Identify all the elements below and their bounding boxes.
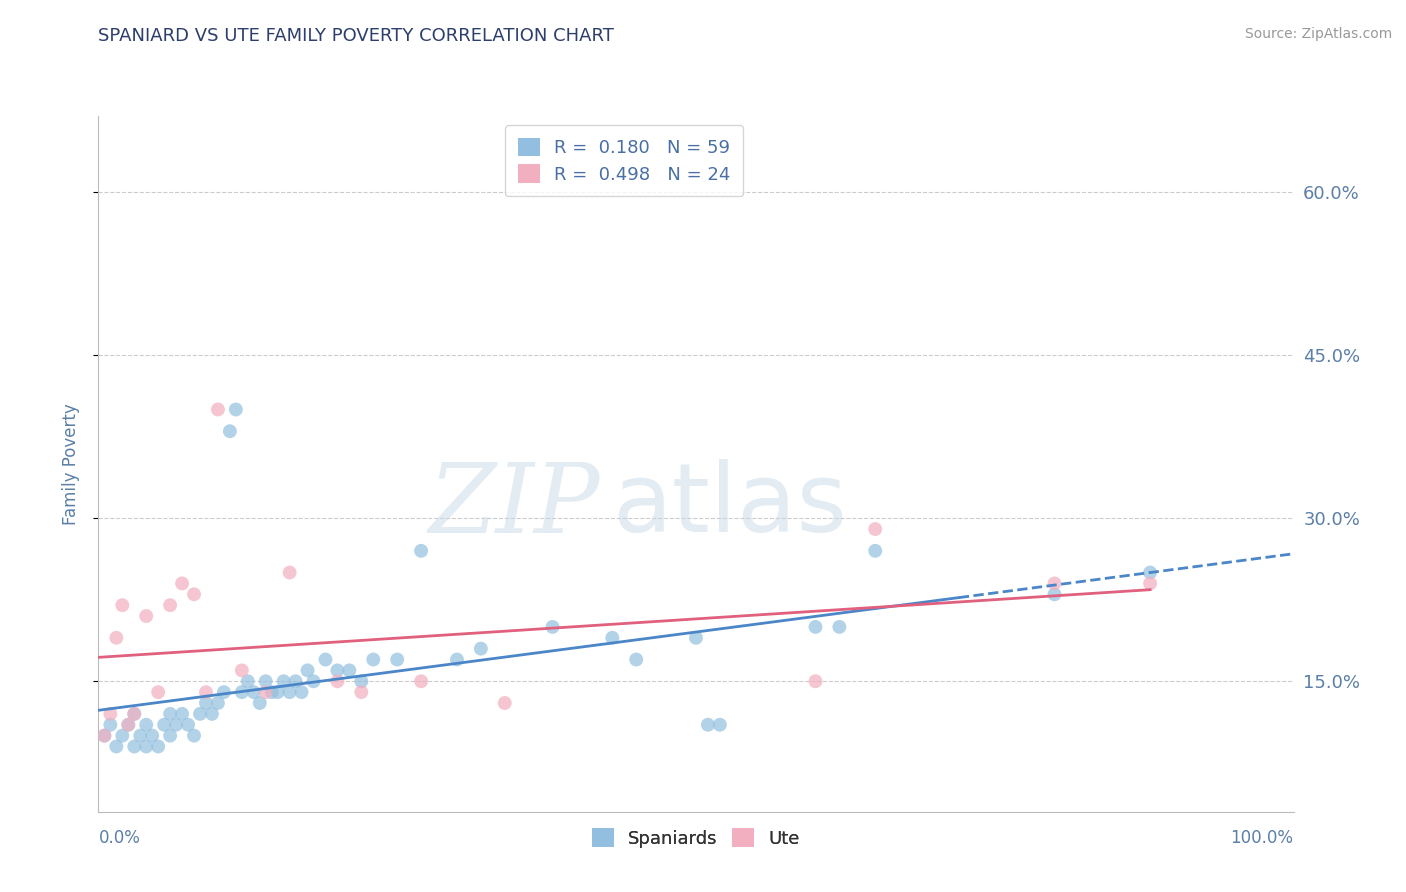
- Text: ZIP: ZIP: [429, 458, 600, 552]
- Text: atlas: atlas: [613, 459, 848, 552]
- Point: [135, 717, 157, 731]
- Point: [225, 402, 247, 417]
- Point: [243, 685, 266, 699]
- Legend: Spaniards, Ute: Spaniards, Ute: [585, 821, 807, 855]
- Point: [278, 566, 301, 580]
- Y-axis label: Family Poverty: Family Poverty: [62, 403, 80, 524]
- Point: [111, 598, 134, 612]
- Point: [260, 685, 283, 699]
- Point: [709, 717, 731, 731]
- Point: [105, 739, 128, 754]
- Point: [124, 706, 146, 721]
- Point: [105, 631, 128, 645]
- Point: [111, 729, 134, 743]
- Point: [326, 674, 349, 689]
- Point: [231, 664, 253, 678]
- Point: [177, 717, 200, 731]
- Point: [207, 696, 229, 710]
- Point: [183, 587, 205, 601]
- Point: [1043, 587, 1066, 601]
- Point: [315, 652, 337, 666]
- Point: [411, 543, 433, 558]
- Point: [129, 729, 152, 743]
- Point: [159, 598, 181, 612]
- Point: [236, 674, 259, 689]
- Point: [254, 674, 277, 689]
- Point: [148, 685, 170, 699]
- Point: [183, 729, 205, 743]
- Point: [350, 674, 373, 689]
- Point: [98, 717, 122, 731]
- Point: [804, 674, 827, 689]
- Point: [685, 631, 707, 645]
- Point: [541, 620, 564, 634]
- Point: [411, 674, 433, 689]
- Point: [148, 739, 170, 754]
- Point: [863, 522, 887, 536]
- Point: [1043, 576, 1066, 591]
- Point: [141, 729, 163, 743]
- Point: [194, 696, 218, 710]
- Point: [804, 620, 827, 634]
- Point: [1139, 576, 1161, 591]
- Point: [326, 664, 349, 678]
- Point: [494, 696, 516, 710]
- Point: [828, 620, 851, 634]
- Point: [124, 739, 146, 754]
- Text: SPANIARD VS UTE FAMILY POVERTY CORRELATION CHART: SPANIARD VS UTE FAMILY POVERTY CORRELATI…: [98, 27, 614, 45]
- Point: [697, 717, 720, 731]
- Point: [863, 543, 887, 558]
- Point: [165, 717, 187, 731]
- Point: [273, 674, 295, 689]
- Point: [602, 631, 624, 645]
- Point: [278, 685, 301, 699]
- Point: [446, 652, 468, 666]
- Text: 0.0%: 0.0%: [98, 829, 141, 847]
- Point: [124, 706, 146, 721]
- Point: [231, 685, 253, 699]
- Point: [172, 576, 194, 591]
- Point: [291, 685, 314, 699]
- Point: [135, 609, 157, 624]
- Point: [267, 685, 290, 699]
- Point: [284, 674, 307, 689]
- Text: Source: ZipAtlas.com: Source: ZipAtlas.com: [1244, 27, 1392, 41]
- Point: [207, 402, 229, 417]
- Point: [93, 729, 115, 743]
- Point: [159, 729, 181, 743]
- Text: 100.0%: 100.0%: [1230, 829, 1294, 847]
- Point: [153, 717, 176, 731]
- Point: [339, 664, 360, 678]
- Point: [117, 717, 139, 731]
- Point: [172, 706, 194, 721]
- Point: [470, 641, 492, 656]
- Point: [302, 674, 325, 689]
- Point: [1139, 566, 1161, 580]
- Point: [188, 706, 211, 721]
- Point: [626, 652, 648, 666]
- Point: [249, 696, 271, 710]
- Point: [201, 706, 224, 721]
- Point: [297, 664, 319, 678]
- Point: [135, 739, 157, 754]
- Point: [159, 706, 181, 721]
- Point: [194, 685, 218, 699]
- Point: [98, 706, 122, 721]
- Point: [385, 652, 409, 666]
- Point: [254, 685, 277, 699]
- Point: [350, 685, 373, 699]
- Point: [117, 717, 139, 731]
- Point: [219, 424, 242, 438]
- Point: [212, 685, 235, 699]
- Point: [93, 729, 115, 743]
- Point: [363, 652, 385, 666]
